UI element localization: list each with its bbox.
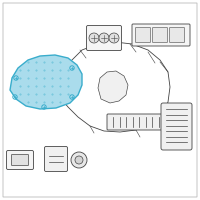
FancyBboxPatch shape <box>107 114 166 130</box>
FancyBboxPatch shape <box>136 27 151 43</box>
Circle shape <box>71 152 87 168</box>
FancyBboxPatch shape <box>161 103 192 150</box>
FancyBboxPatch shape <box>170 27 184 43</box>
FancyBboxPatch shape <box>6 150 34 170</box>
Circle shape <box>89 33 99 43</box>
Circle shape <box>109 33 119 43</box>
Polygon shape <box>98 71 128 103</box>
Circle shape <box>99 33 109 43</box>
FancyBboxPatch shape <box>153 27 168 43</box>
FancyBboxPatch shape <box>86 25 122 50</box>
FancyBboxPatch shape <box>132 24 190 46</box>
Circle shape <box>75 156 83 164</box>
Polygon shape <box>10 55 82 109</box>
FancyBboxPatch shape <box>44 146 68 171</box>
FancyBboxPatch shape <box>12 154 29 166</box>
